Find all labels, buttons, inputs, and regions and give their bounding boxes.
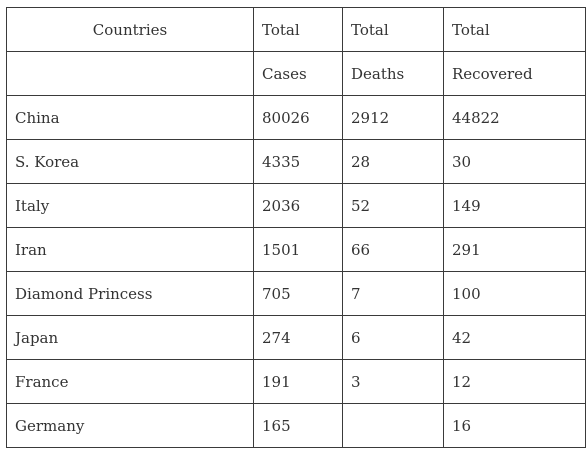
recovered-cell: 12 (443, 359, 586, 404)
country-cell: France (6, 359, 254, 404)
country-cell: S. Korea (6, 139, 254, 184)
header-cases: Cases (253, 51, 343, 96)
header-recovered: Recovered (443, 51, 586, 96)
recovered-cell: 149 (443, 183, 586, 228)
deaths-cell: 2912 (342, 95, 444, 140)
deaths-cell: 66 (342, 227, 444, 272)
cases-cell: 2036 (253, 183, 343, 228)
recovered-cell: 44822 (443, 95, 586, 140)
table-row: China 80026 2912 44822 (6, 95, 586, 140)
table-row: France 191 3 12 (6, 359, 586, 404)
cases-cell: 165 (253, 403, 343, 448)
cases-cell: 4335 (253, 139, 343, 184)
deaths-cell (342, 403, 444, 448)
recovered-cell: 100 (443, 271, 586, 316)
country-cell: Iran (6, 227, 254, 272)
country-cell: Japan (6, 315, 254, 360)
header-deaths: Deaths (342, 51, 444, 96)
header-row: Cases Deaths Recovered (6, 51, 586, 96)
cases-cell: 274 (253, 315, 343, 360)
recovered-cell: 42 (443, 315, 586, 360)
cases-cell: 80026 (253, 95, 343, 140)
country-cell: Germany (6, 403, 254, 448)
table-row: Iran 1501 66 291 (6, 227, 586, 272)
header-total-recovered-top: Total (443, 7, 586, 52)
cases-cell: 191 (253, 359, 343, 404)
table-row: Japan 274 6 42 (6, 315, 586, 360)
cases-cell: 1501 (253, 227, 343, 272)
recovered-cell: 16 (443, 403, 586, 448)
header-total-cases-top: Total (253, 7, 343, 52)
deaths-cell: 3 (342, 359, 444, 404)
deaths-cell: 52 (342, 183, 444, 228)
header-empty-cell (6, 51, 254, 96)
covid-statistics-table: Countries Total Total Total Cases Deaths… (6, 7, 586, 448)
recovered-cell: 30 (443, 139, 586, 184)
table-row: Germany 165 16 (6, 403, 586, 448)
table-row: Italy 2036 52 149 (6, 183, 586, 228)
deaths-cell: 28 (342, 139, 444, 184)
deaths-cell: 7 (342, 271, 444, 316)
header-total-deaths-top: Total (342, 7, 444, 52)
table-row: S. Korea 4335 28 30 (6, 139, 586, 184)
header-row: Countries Total Total Total (6, 7, 586, 52)
country-cell: Italy (6, 183, 254, 228)
header-countries: Countries (6, 7, 254, 52)
country-cell: China (6, 95, 254, 140)
deaths-cell: 6 (342, 315, 444, 360)
table-row: Diamond Princess 705 7 100 (6, 271, 586, 316)
country-cell: Diamond Princess (6, 271, 254, 316)
recovered-cell: 291 (443, 227, 586, 272)
cases-cell: 705 (253, 271, 343, 316)
